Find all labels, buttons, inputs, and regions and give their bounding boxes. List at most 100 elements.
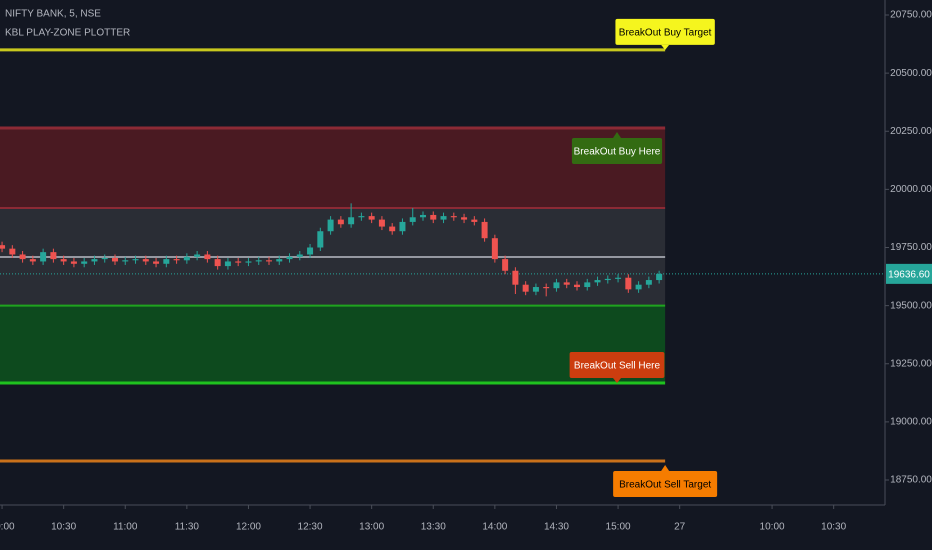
candle-body bbox=[183, 256, 190, 261]
candle-body bbox=[358, 216, 365, 218]
candle-body bbox=[204, 254, 211, 260]
candle-body bbox=[60, 259, 67, 262]
candle-body bbox=[378, 219, 385, 227]
y-tick-label: 19250.00 bbox=[890, 358, 932, 369]
candle-body bbox=[317, 231, 324, 248]
candle-body bbox=[163, 259, 170, 264]
candle-body bbox=[255, 260, 262, 262]
level-label: BreakOut Buy Target bbox=[615, 18, 715, 50]
x-tick-label: 27 bbox=[674, 522, 686, 533]
x-tick-label: 10:00 bbox=[760, 522, 785, 533]
candle-body bbox=[337, 219, 344, 225]
candle-body bbox=[296, 254, 303, 257]
x-tick-label: 13:30 bbox=[421, 522, 446, 533]
candle-body bbox=[29, 259, 36, 262]
candle-body bbox=[604, 278, 611, 281]
candle-body bbox=[194, 254, 201, 257]
level-label: BreakOut Buy Here bbox=[571, 131, 663, 164]
candle-body bbox=[491, 238, 498, 260]
candle-body bbox=[348, 217, 355, 225]
candle-body bbox=[625, 277, 632, 290]
last-price-label: 19636.60 bbox=[888, 270, 930, 281]
y-tick-label: 19750.00 bbox=[890, 242, 932, 253]
candle-body bbox=[440, 216, 447, 220]
candle-body bbox=[132, 259, 139, 261]
candle-body bbox=[214, 259, 221, 267]
level-label-text: BreakOut Sell Here bbox=[574, 361, 661, 372]
chart-title: NIFTY BANK, 5, NSE bbox=[5, 9, 101, 20]
candle-body bbox=[615, 277, 622, 279]
candle-body bbox=[645, 280, 652, 285]
x-tick-label: 11:30 bbox=[175, 522, 200, 533]
level-label-pointer bbox=[661, 44, 670, 50]
candle-body bbox=[584, 282, 591, 288]
x-tick-label: 11:00 bbox=[113, 522, 138, 533]
candle-body bbox=[276, 259, 283, 262]
candle-body bbox=[481, 221, 488, 239]
candle-body bbox=[635, 284, 642, 290]
candle-body bbox=[173, 259, 180, 261]
y-tick-label: 20250.00 bbox=[890, 126, 932, 137]
candle-body bbox=[286, 256, 293, 260]
candle-body bbox=[0, 245, 6, 249]
candle-body bbox=[502, 259, 509, 271]
level-label-text: BreakOut Buy Here bbox=[574, 147, 661, 158]
x-tick-label: 14:30 bbox=[544, 522, 569, 533]
candle-body bbox=[430, 214, 437, 220]
level-label-text: BreakOut Sell Target bbox=[619, 480, 711, 491]
y-tick-label: 19000.00 bbox=[890, 417, 932, 428]
y-tick-label: 18750.00 bbox=[890, 475, 932, 486]
candle-body bbox=[594, 280, 601, 283]
x-tick-label: 13:00 bbox=[359, 522, 384, 533]
candle-body bbox=[101, 257, 108, 260]
candle-body bbox=[522, 284, 529, 292]
candle-body bbox=[461, 217, 468, 220]
x-tick-label: 12:00 bbox=[236, 522, 261, 533]
candle-body bbox=[409, 217, 416, 222]
candle-body bbox=[512, 270, 519, 285]
candle-body bbox=[245, 261, 252, 263]
level-label-box bbox=[613, 470, 718, 497]
level-label-pointer bbox=[661, 464, 670, 471]
candle-body bbox=[307, 247, 314, 255]
candle-body bbox=[399, 221, 406, 232]
chart-subtitle: KBL PLAY-ZONE PLOTTER bbox=[5, 28, 130, 39]
candle-body bbox=[450, 216, 457, 218]
candle-body bbox=[235, 261, 242, 263]
last-price-tag bbox=[886, 263, 932, 284]
candle-body bbox=[81, 261, 88, 264]
candle-body bbox=[471, 219, 478, 222]
candle-body bbox=[153, 261, 160, 264]
level-label-pointer bbox=[613, 378, 621, 384]
candle-body bbox=[573, 284, 580, 288]
candle-body bbox=[122, 260, 129, 262]
level-label-box bbox=[571, 137, 663, 164]
candle-body bbox=[19, 254, 26, 260]
candle-body bbox=[368, 216, 375, 220]
candle-body bbox=[656, 273, 663, 281]
candle-body bbox=[327, 219, 334, 232]
candle-body bbox=[419, 214, 426, 218]
y-tick-label: 20500.00 bbox=[890, 68, 932, 79]
y-tick-label: 20000.00 bbox=[890, 184, 932, 195]
candle-body bbox=[265, 260, 272, 262]
x-tick-label: 15:00 bbox=[606, 522, 631, 533]
axes: 18750.00 19000.00 19250.00 19500.00 19750.00… bbox=[885, 10, 932, 486]
candle-body bbox=[543, 287, 550, 289]
candle-body bbox=[70, 261, 77, 264]
y-tick-label: 20750.00 bbox=[890, 10, 932, 21]
candle-body bbox=[9, 248, 16, 255]
candle-body bbox=[142, 259, 149, 262]
x-tick-label: 14:00 bbox=[482, 522, 507, 533]
level-label-box bbox=[569, 352, 665, 379]
x-tick-label: 12:30 bbox=[298, 522, 323, 533]
y-tick-label: 19500.00 bbox=[890, 300, 932, 311]
zone bbox=[0, 127, 666, 208]
candle-body bbox=[532, 287, 539, 292]
x-tick-label: 10:00 bbox=[0, 522, 15, 533]
level-label: BreakOut Sell Here bbox=[569, 352, 665, 384]
candle-body bbox=[389, 226, 396, 232]
candle-body bbox=[111, 257, 118, 262]
